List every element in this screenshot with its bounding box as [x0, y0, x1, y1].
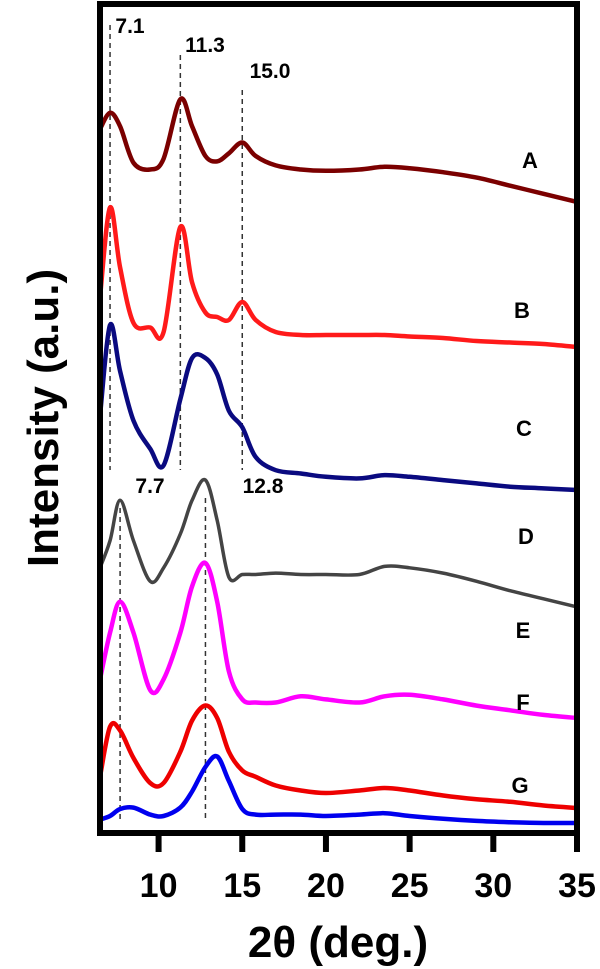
x-axis-title: 2θ (deg.)	[248, 918, 428, 967]
peak-label-7.1: 7.1	[115, 15, 145, 38]
trace-B	[97, 205, 578, 350]
x-tick-label-15: 15	[223, 867, 261, 905]
peak-label-11.3: 11.3	[185, 34, 225, 57]
x-tick-label-25: 25	[391, 867, 429, 905]
y-axis-title: Intensity (a.u.)	[19, 269, 68, 567]
series-label-E: E	[516, 618, 531, 643]
x-axis-ticks: 10 15 20 25 30 35	[140, 836, 596, 905]
x-tick-label-30: 30	[474, 867, 512, 905]
plot-frame	[97, 1, 580, 836]
x-tick-label-35: 35	[558, 867, 596, 905]
trace-E	[97, 560, 578, 721]
trace-G	[99, 753, 578, 826]
series-labels: A B C D E F G	[511, 148, 538, 798]
trace-F	[97, 703, 578, 811]
trace-D	[98, 477, 578, 609]
diffraction-traces	[97, 96, 578, 826]
peak-label-12.8: 12.8	[243, 475, 284, 498]
trace-C	[97, 321, 578, 493]
series-label-D: D	[518, 524, 534, 549]
series-label-F: F	[516, 690, 529, 715]
series-label-G: G	[511, 773, 528, 798]
x-tick-label-10: 10	[140, 867, 178, 905]
series-label-C: C	[516, 416, 532, 441]
series-label-A: A	[522, 148, 538, 173]
peak-label-15.0: 15.0	[250, 60, 291, 83]
peak-label-7.7: 7.7	[135, 475, 164, 498]
x-tick-label-20: 20	[307, 867, 345, 905]
trace-A	[98, 96, 578, 205]
peak-labels: 7.1 11.3 15.0 7.7 12.8	[115, 15, 290, 498]
series-label-B: B	[514, 298, 530, 323]
